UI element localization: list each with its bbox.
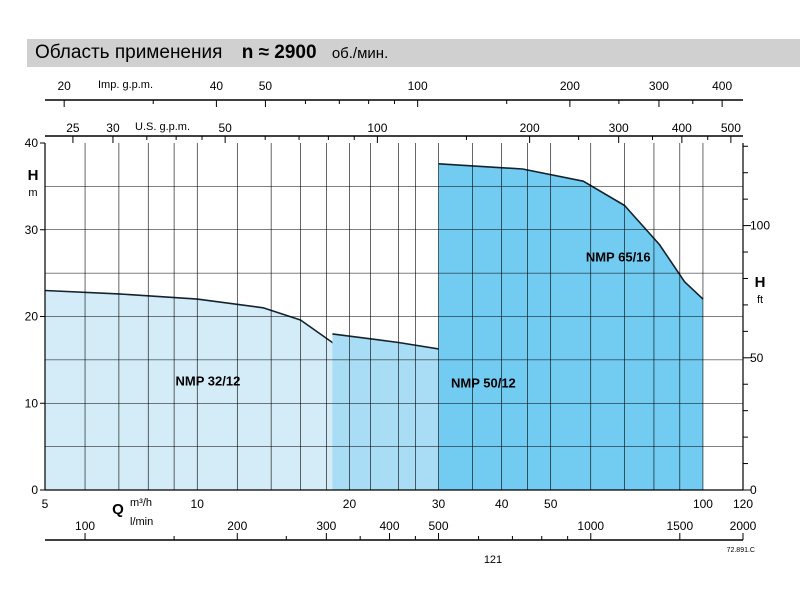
x-tick-label: 5 (42, 497, 49, 511)
ft-axis-label: H (755, 274, 766, 291)
area-nmp-32-12 (45, 290, 394, 490)
x-tick-label: 40 (495, 497, 509, 511)
page-number: 121 (484, 554, 502, 566)
imp-tick-label: 200 (560, 79, 580, 93)
ft-tick-label: 50 (750, 351, 764, 365)
x-tick-label: 120 (733, 497, 753, 511)
imp-tick-label: 300 (649, 79, 669, 93)
series-label: NMP 32/12 (176, 374, 241, 389)
x-tick-label: 100 (693, 497, 713, 511)
y-axis-unit: m (28, 187, 37, 199)
footnote: 72.891.C (727, 547, 755, 554)
y-tick-label: 0 (31, 483, 38, 497)
y-axis-label: H (28, 167, 39, 184)
us-tick-label: 30 (106, 121, 120, 135)
lmin-tick-label: 1000 (577, 519, 604, 533)
y-tick-label: 40 (25, 136, 39, 150)
imp-axis-label: Imp. g.p.m. (98, 79, 153, 91)
pump-areas (44, 163, 704, 491)
imp-tick-label: 100 (408, 79, 428, 93)
lmin-tick-label: 100 (75, 519, 95, 533)
us-tick-label: 100 (367, 121, 387, 135)
series-label: NMP 50/12 (451, 375, 516, 390)
imp-tick-label: 40 (210, 79, 224, 93)
us-tick-label: 50 (218, 121, 232, 135)
lmin-tick-label: 300 (316, 519, 336, 533)
x-axis-label: Q (112, 501, 124, 518)
imp-tick-label: 20 (57, 79, 71, 93)
ft-tick-label: 100 (750, 219, 770, 233)
us-tick-label: 200 (520, 121, 540, 135)
area-nmp-65-16 (438, 163, 703, 491)
x-tick-label: 50 (544, 497, 558, 511)
lmin-tick-label: 400 (380, 519, 400, 533)
title-bar: Область применения n ≈ 2900 об./мин. (27, 39, 800, 67)
title-text: Область применения (35, 42, 223, 63)
speed-value: n ≈ 2900 (241, 42, 317, 63)
us-axis-label: U.S. g.p.m. (135, 121, 190, 133)
chart-title: Область применения n ≈ 2900 об./мин. (35, 42, 388, 64)
x-axis-unit: m³/h (130, 497, 152, 509)
y-tick-label: 30 (25, 223, 39, 237)
lmin-tick-label: 200 (227, 519, 247, 533)
series-label: NMP 65/16 (586, 250, 651, 265)
ft-axis-unit: ft (757, 294, 763, 306)
grid (45, 143, 743, 490)
speed-unit: об./мин. (331, 45, 389, 62)
y-tick-label: 20 (25, 310, 39, 324)
us-tick-label: 500 (721, 121, 741, 135)
lmin-tick-label: 2000 (730, 519, 757, 533)
lmin-tick-label: 1500 (666, 519, 693, 533)
imp-tick-label: 400 (712, 79, 732, 93)
x-tick-label: 10 (191, 497, 205, 511)
us-tick-label: 25 (66, 121, 80, 135)
y-tick-label: 10 (25, 396, 39, 410)
lmin-tick-label: 500 (429, 519, 449, 533)
us-tick-label: 300 (609, 121, 629, 135)
x-tick-label: 20 (343, 497, 357, 511)
imp-tick-label: 50 (259, 79, 273, 93)
us-tick-label: 400 (672, 121, 692, 135)
x-axis-lmin-unit: l/min (130, 516, 153, 528)
x-tick-label: 30 (432, 497, 446, 511)
ft-tick-label: 0 (750, 483, 757, 497)
